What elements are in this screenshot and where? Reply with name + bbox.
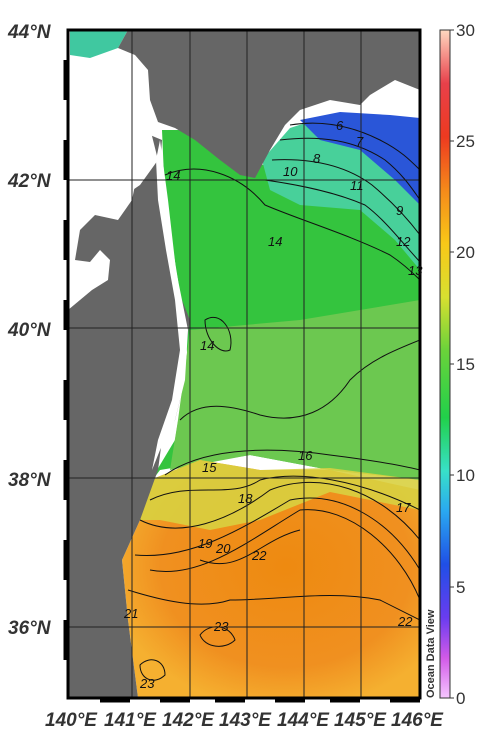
contour-labels: 6 7 8 10 11 9 12 13 14 14 14 15 16 17 18…: [123, 118, 423, 691]
contour-label: 15: [202, 460, 217, 475]
contour-label: 23: [213, 619, 229, 634]
colorbar-label: 20: [456, 243, 475, 262]
lat-label: 38°N: [8, 470, 52, 491]
tsugaru-strait: [75, 128, 158, 220]
coastal-gap: [152, 140, 188, 470]
lat-label: 40°N: [7, 320, 52, 341]
contour-label: 21: [123, 606, 138, 621]
contour-lines: [127, 122, 420, 681]
lon-label: 146°E: [391, 710, 444, 731]
lon-label: 141°E: [104, 710, 157, 731]
lon-label: 144°E: [277, 710, 330, 731]
ocean-cold-pool: [300, 112, 420, 205]
contour-label: 16: [298, 448, 313, 463]
colorbar: 30 25 20 15 10 5 0: [439, 21, 475, 708]
contour-label: 18: [238, 491, 253, 506]
lon-label: 143°E: [219, 710, 272, 731]
contour-label: 22: [251, 548, 267, 563]
lon-label: 142°E: [162, 710, 215, 731]
land-hokkaido: [118, 30, 420, 178]
contour-label: 17: [396, 500, 411, 515]
colorbar-label: 15: [456, 355, 475, 374]
colorbar-label: 10: [456, 466, 475, 485]
graticule: [68, 30, 420, 698]
contour-label: 7: [356, 134, 364, 149]
contour-label: 19: [198, 536, 212, 551]
contour-label: 10: [283, 164, 298, 179]
contour-label: 9: [396, 203, 403, 218]
longitude-labels: 140°E 141°E 142°E 143°E 144°E 145°E 146°…: [45, 710, 444, 731]
colorbar-label: 25: [456, 132, 475, 151]
contour-label: 20: [215, 541, 231, 556]
lon-label: 140°E: [45, 710, 98, 731]
contour-label: 23: [139, 676, 155, 691]
lat-label: 36°N: [8, 618, 52, 639]
contour-label: 6: [336, 118, 344, 133]
lat-label: 42°N: [7, 171, 52, 192]
colorbar-label: 30: [456, 21, 475, 40]
frame-ticks: [63, 60, 420, 703]
contour-label: 11: [350, 178, 364, 193]
contour-label: 14: [268, 234, 282, 249]
odv-credit: Ocean Data View: [425, 609, 437, 698]
latitude-labels: 44°N 42°N 40°N 38°N 36°N: [7, 22, 52, 639]
contour-label: 14: [166, 168, 180, 183]
map-plot-area: [68, 30, 420, 698]
lat-label: 44°N: [7, 22, 52, 43]
colorbar-label: 5: [456, 578, 465, 597]
lon-label: 145°E: [334, 710, 387, 731]
contour-label: 13: [408, 263, 423, 278]
contour-label: 12: [396, 234, 411, 249]
contour-label: 22: [397, 614, 413, 629]
contour-label: 8: [313, 151, 321, 166]
contour-label: 14: [200, 338, 214, 353]
colorbar-label: 0: [456, 689, 465, 708]
ocean-teal-patch: [70, 30, 128, 58]
ocean-lightgreen-region: [170, 300, 420, 480]
colorbar-ramp: [439, 29, 451, 699]
